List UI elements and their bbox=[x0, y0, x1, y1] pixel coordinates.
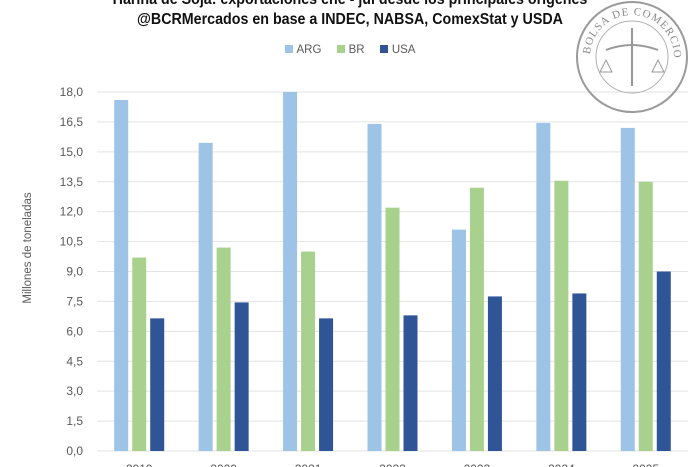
bar-usa-2022 bbox=[403, 315, 418, 451]
legend-item-br: BR bbox=[336, 44, 365, 56]
legend-swatch bbox=[336, 45, 345, 53]
legend-label: BR bbox=[348, 44, 365, 56]
y-tick-label: 1,5 bbox=[66, 414, 83, 428]
bar-usa-2023 bbox=[487, 296, 502, 451]
y-tick-label: 0,0 bbox=[66, 444, 83, 458]
legend-swatch bbox=[379, 45, 388, 53]
x-tick-label: 2025 bbox=[632, 462, 659, 467]
chart-title: Harina de Soja: exportaciones ene - jul … bbox=[28, 0, 672, 9]
bar-br-2019 bbox=[132, 257, 147, 451]
bar-usa-2020 bbox=[234, 302, 249, 451]
bar-usa-2019 bbox=[150, 318, 165, 451]
y-tick-label: 12,0 bbox=[60, 205, 84, 219]
y-tick-label: 16,5 bbox=[60, 115, 84, 129]
y-tick-label: 13,5 bbox=[60, 175, 84, 189]
bar-arg-2021 bbox=[283, 92, 298, 451]
y-axis-label: Millones de toneladas bbox=[22, 192, 34, 303]
y-tick-label: 3,0 bbox=[66, 384, 83, 398]
y-tick-label: 6,0 bbox=[66, 324, 83, 338]
y-tick-label: 10,5 bbox=[60, 235, 84, 249]
x-tick-label: 2022 bbox=[379, 462, 406, 467]
legend-label: ARG bbox=[296, 44, 322, 56]
x-tick-label: 2024 bbox=[548, 462, 575, 467]
bar-br-2024 bbox=[554, 180, 569, 451]
x-tick-label: 2019 bbox=[126, 462, 153, 467]
y-tick-label: 7,5 bbox=[66, 294, 83, 308]
bar-arg-2019 bbox=[114, 99, 129, 451]
bar-usa-2024 bbox=[572, 293, 587, 451]
legend-item-arg: ARG bbox=[284, 44, 322, 56]
x-tick-label: 2020 bbox=[210, 462, 237, 467]
bar-br-2023 bbox=[469, 187, 484, 451]
legend-swatch bbox=[284, 45, 293, 53]
bar-br-2025 bbox=[638, 181, 653, 451]
bar-br-2020 bbox=[216, 247, 231, 451]
bar-arg-2022 bbox=[367, 123, 382, 452]
y-tick-label: 15,0 bbox=[60, 145, 84, 159]
y-tick-label: 18,0 bbox=[60, 85, 84, 99]
bar-arg-2024 bbox=[536, 122, 551, 452]
legend-label: USA bbox=[391, 44, 416, 56]
x-tick-label: 2021 bbox=[295, 462, 322, 467]
legend: ARG BR USA bbox=[0, 44, 700, 56]
y-tick-label: 4,5 bbox=[66, 354, 83, 368]
chart-subtitle: @BCRMercados en base a INDEC, NABSA, Com… bbox=[137, 11, 563, 28]
legend-item-usa: USA bbox=[379, 44, 416, 56]
bar-usa-2025 bbox=[656, 271, 671, 451]
bar-arg-2020 bbox=[198, 142, 213, 451]
bar-arg-2025 bbox=[620, 127, 635, 452]
bar-br-2022 bbox=[385, 207, 400, 451]
bar-usa-2021 bbox=[319, 318, 334, 451]
x-tick-label: 2023 bbox=[464, 462, 491, 467]
bar-arg-2023 bbox=[451, 229, 466, 451]
bar-br-2021 bbox=[301, 251, 316, 451]
y-tick-label: 9,0 bbox=[66, 265, 83, 279]
